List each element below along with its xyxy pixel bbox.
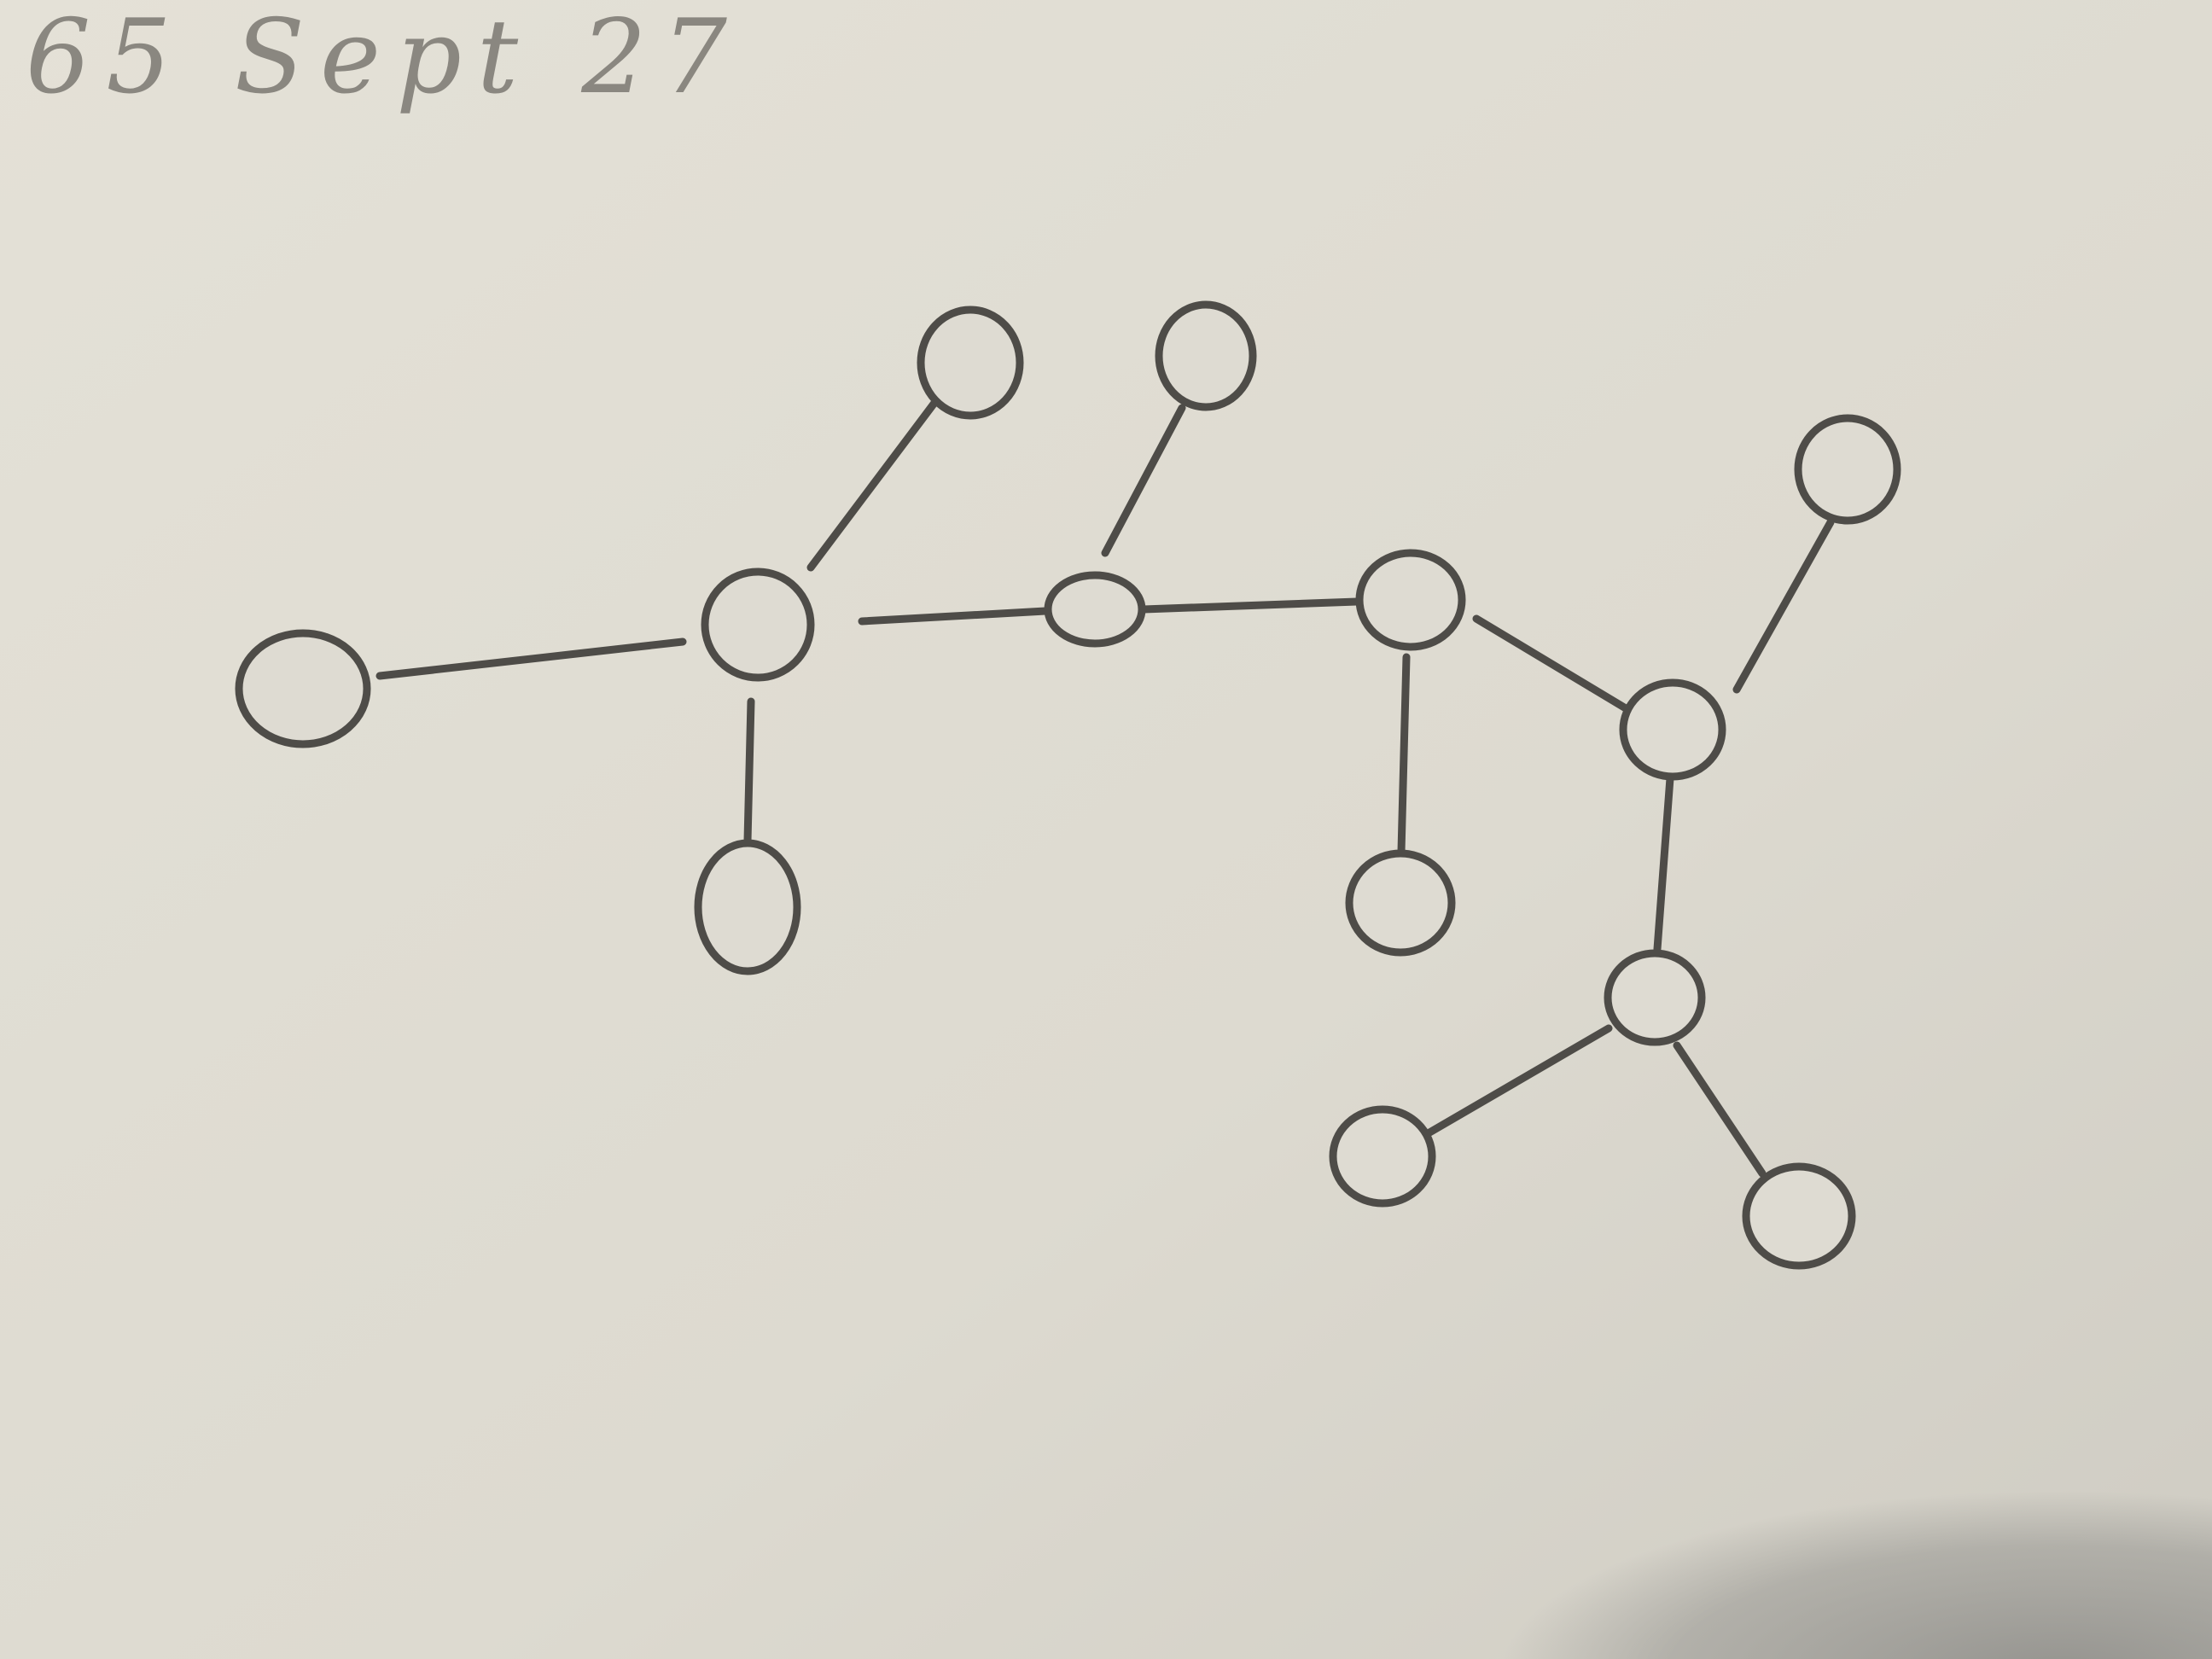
node	[1329, 1105, 1436, 1208]
edge	[1397, 653, 1411, 856]
edge	[1673, 1041, 1767, 1178]
node	[917, 306, 1024, 420]
edge	[1653, 774, 1674, 953]
node	[1794, 414, 1901, 525]
node	[1604, 949, 1706, 1046]
node	[235, 629, 371, 748]
edge	[806, 399, 939, 572]
node	[1044, 571, 1146, 648]
edge	[1101, 404, 1186, 557]
note: 65 Sept 27	[26, 0, 742, 117]
edge	[743, 697, 755, 845]
shadow	[1195, 1323, 2212, 1659]
node	[1742, 1162, 1856, 1270]
node	[694, 839, 801, 975]
edge	[1472, 614, 1630, 713]
node	[1355, 549, 1466, 651]
edge	[1732, 518, 1835, 694]
node	[1619, 678, 1726, 781]
node	[1345, 849, 1456, 957]
edges	[375, 399, 1835, 1178]
nodes	[235, 300, 1901, 1270]
node	[701, 568, 815, 682]
edge	[1139, 597, 1361, 614]
edge	[858, 607, 1050, 626]
edge	[1421, 1024, 1613, 1139]
edge	[375, 637, 687, 680]
node	[1155, 300, 1257, 411]
